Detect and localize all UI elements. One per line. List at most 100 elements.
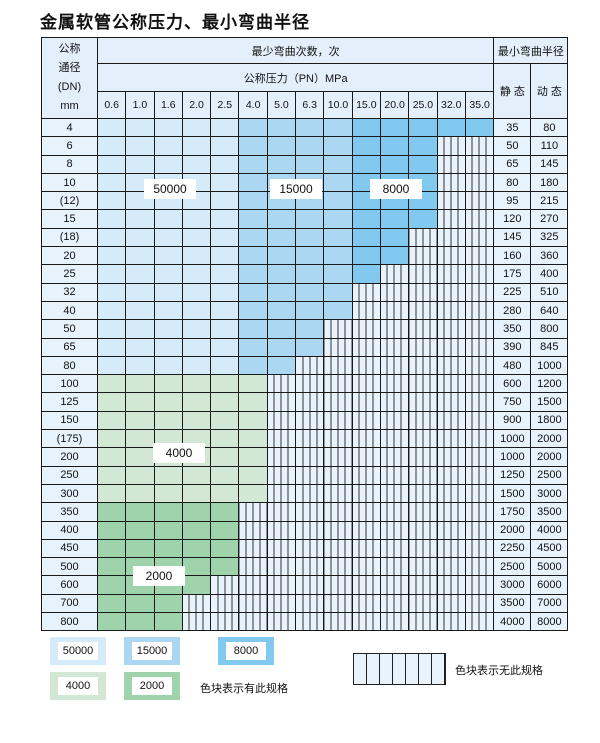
no-spec-cell <box>295 447 325 467</box>
table-row: 125 750 1500 <box>41 392 569 412</box>
spec-cell-50000 <box>125 300 155 321</box>
spec-cell-50000 <box>125 227 155 248</box>
no-spec-cell <box>436 392 466 412</box>
static-radius-cell: 175 <box>493 264 532 284</box>
no-spec-cell <box>464 575 495 595</box>
spec-cell-8000 <box>379 136 410 156</box>
spec-cell-50000 <box>181 355 212 376</box>
no-spec-cell <box>408 593 438 614</box>
table-row: 40 280 640 <box>41 300 569 321</box>
no-spec-cell <box>379 593 410 614</box>
no-spec-cell <box>436 612 466 632</box>
spec-cell-50000 <box>181 337 212 357</box>
spec-cell-2000 <box>96 538 127 559</box>
dynamic-radius-cell: 145 <box>530 154 569 174</box>
table-row: 32 225 510 <box>41 282 569 302</box>
spec-cell-4000 <box>125 392 155 412</box>
no-spec-cell <box>436 538 466 559</box>
no-spec-cell <box>408 282 438 302</box>
static-radius-cell: 3500 <box>493 593 532 614</box>
no-spec-cell <box>379 300 410 321</box>
static-radius-cell: 1250 <box>493 465 532 485</box>
spec-cell-8000 <box>351 117 381 138</box>
spec-cell-50000 <box>181 300 212 321</box>
spec-cell-4000 <box>125 410 155 431</box>
spec-cell-15000 <box>238 191 268 211</box>
table-row: 200 1000 2000 <box>41 447 569 467</box>
no-spec-cell <box>436 246 466 266</box>
pressure-column-header: 25.0 <box>408 91 438 119</box>
dn-cell: 125 <box>41 392 98 412</box>
spec-cell-4000 <box>210 465 240 485</box>
no-spec-cell <box>351 282 381 302</box>
spec-cell-8000 <box>379 154 410 174</box>
spec-cell-50000 <box>125 136 155 156</box>
spec-cell-8000 <box>408 136 438 156</box>
no-spec-note: 色块表示无此规格 <box>455 665 543 677</box>
no-spec-cell <box>351 557 381 577</box>
table-row: 50 350 800 <box>41 319 569 339</box>
no-spec-cell <box>436 191 466 211</box>
dynamic-radius-cell: 270 <box>530 209 569 229</box>
no-spec-cell <box>436 447 466 467</box>
spec-cell-15000 <box>295 117 325 138</box>
dn-cell: 65 <box>41 337 98 357</box>
no-spec-cell <box>436 465 466 485</box>
spec-cell-50000 <box>153 355 183 376</box>
static-radius-cell: 480 <box>493 355 532 376</box>
spec-cell-50000 <box>153 227 183 248</box>
spec-cell-15000 <box>238 300 268 321</box>
no-spec-cell <box>210 575 240 595</box>
table-row: 250 1250 2500 <box>41 465 569 485</box>
static-radius-cell: 1000 <box>493 447 532 467</box>
no-spec-cell <box>266 538 297 559</box>
no-spec-cell <box>351 575 381 595</box>
dynamic-radius-cell: 3000 <box>530 483 569 504</box>
no-spec-cell <box>295 465 325 485</box>
dynamic-radius-cell: 325 <box>530 227 569 248</box>
dn-cell: 300 <box>41 483 98 504</box>
spec-cell-15000 <box>295 227 325 248</box>
no-spec-cell <box>379 282 410 302</box>
no-spec-cell <box>436 502 466 522</box>
static-radius-cell: 2250 <box>493 538 532 559</box>
spec-cell-15000 <box>238 355 268 376</box>
spec-cell-50000 <box>125 246 155 266</box>
dynamic-radius-cell: 2000 <box>530 429 569 449</box>
dn-cell: 450 <box>41 538 98 559</box>
region-label-50000: 50000 <box>144 179 196 199</box>
no-spec-cell <box>238 502 268 522</box>
no-spec-cell <box>266 429 297 449</box>
static-radius-cell: 750 <box>493 392 532 412</box>
dynamic-radius-cell: 4000 <box>530 520 569 540</box>
table-row: 150 900 1800 <box>41 410 569 431</box>
spec-cell-15000 <box>295 264 325 284</box>
radius-header: 最小弯曲半径 <box>493 37 569 64</box>
table-row: 350 1750 3500 <box>41 502 569 522</box>
spec-cell-50000 <box>153 154 183 174</box>
dynamic-radius-cell: 800 <box>530 319 569 339</box>
spec-cell-50000 <box>125 154 155 174</box>
dn-header-line: 通径 <box>58 62 81 74</box>
table-row: 15 120 270 <box>41 209 569 229</box>
spec-cell-4000 <box>153 465 183 485</box>
spec-cell-15000 <box>238 264 268 284</box>
no-spec-cell <box>266 575 297 595</box>
dn-header: 公称 通径 (DN) mm <box>41 37 98 119</box>
no-spec-cell <box>238 520 268 540</box>
no-spec-cell <box>436 374 466 394</box>
dynamic-radius-cell: 510 <box>530 282 569 302</box>
table-row: 500 2500 5000 <box>41 557 569 577</box>
static-radius-cell: 2500 <box>493 557 532 577</box>
no-spec-cell <box>351 483 381 504</box>
spec-cell-50000 <box>181 136 212 156</box>
spec-cell-4000 <box>153 410 183 431</box>
spec-cell-15000 <box>266 282 297 302</box>
dn-cell: 32 <box>41 282 98 302</box>
cycles-header: 最少弯曲次数，次 <box>96 37 495 64</box>
no-spec-cell <box>436 593 466 614</box>
spec-cell-2000 <box>153 502 183 522</box>
no-spec-cell <box>464 264 495 284</box>
spec-cell-15000 <box>266 136 297 156</box>
no-spec-cell <box>181 612 212 632</box>
